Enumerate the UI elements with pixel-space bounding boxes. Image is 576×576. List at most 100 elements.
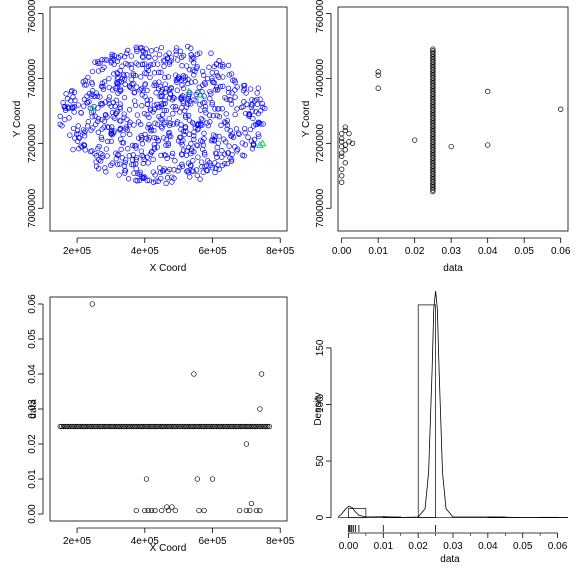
location-point [103, 169, 109, 175]
data-point [342, 147, 348, 153]
location-point [98, 158, 104, 164]
location-point [206, 160, 213, 166]
location-point [214, 72, 221, 79]
location-point [163, 86, 169, 92]
location-point [152, 80, 158, 86]
data-point [217, 423, 223, 430]
data-point [209, 476, 216, 482]
location-point [74, 127, 81, 134]
location-point [185, 43, 191, 50]
y-tick-label: 7000000 [315, 188, 326, 227]
data-point [243, 507, 250, 514]
location-point [118, 146, 124, 153]
location-point [162, 97, 168, 104]
data-point [257, 406, 263, 412]
data-point [430, 187, 436, 193]
data-point [230, 423, 237, 430]
location-point [106, 124, 112, 131]
location-point [185, 76, 191, 83]
location-point [170, 121, 176, 127]
location-point [201, 93, 207, 99]
location-point [146, 134, 153, 141]
location-point [168, 55, 175, 61]
data-point [74, 423, 80, 430]
location-point [150, 169, 156, 175]
location-point [153, 178, 159, 184]
location-point [116, 78, 122, 85]
data-point [83, 423, 89, 430]
location-point [172, 158, 178, 164]
location-point [229, 90, 235, 96]
data-point [253, 507, 260, 514]
location-point [204, 75, 211, 82]
panel-1-plot-box [49, 6, 288, 232]
location-point [154, 121, 161, 127]
location-point [181, 131, 187, 138]
location-point [144, 154, 150, 160]
location-point [121, 111, 127, 117]
location-point [163, 180, 169, 187]
data-point [243, 441, 250, 447]
location-point [128, 65, 135, 71]
location-point [95, 68, 102, 74]
y-tick-label: 0 [315, 514, 326, 520]
location-point [151, 82, 157, 89]
panel-3-ylabel: data [28, 399, 39, 419]
location-point [86, 99, 92, 105]
location-point [167, 120, 174, 126]
data-point [195, 423, 201, 430]
data-point [178, 423, 184, 430]
data-point [339, 173, 345, 179]
y-tick-label: 0.03 [27, 399, 38, 419]
location-point [83, 82, 89, 88]
location-point [191, 72, 197, 78]
panel-3-plot-box [49, 296, 288, 522]
location-point [115, 90, 121, 96]
location-point [140, 154, 147, 160]
location-point [167, 90, 173, 97]
location-point [218, 122, 224, 128]
location-point [162, 74, 168, 81]
data-point [148, 507, 155, 514]
location-point [239, 140, 245, 146]
location-point [158, 175, 164, 182]
location-point [216, 133, 222, 140]
data-point [264, 423, 271, 430]
y-tick-label: 150 [315, 339, 326, 356]
location-point [132, 89, 138, 95]
location-point [158, 69, 164, 76]
location-point [180, 93, 186, 99]
location-point [138, 148, 145, 154]
location-point [129, 161, 135, 168]
location-point [202, 107, 208, 113]
location-point [124, 116, 130, 123]
data-point [157, 423, 164, 430]
location-point [148, 48, 155, 54]
location-point [216, 106, 222, 112]
data-point [254, 423, 261, 430]
location-point [121, 76, 128, 83]
data-point [59, 423, 65, 430]
location-point [222, 94, 228, 101]
location-point [123, 60, 129, 67]
location-point [178, 139, 184, 145]
location-point [156, 51, 163, 58]
location-point [206, 112, 213, 118]
location-point [144, 87, 150, 94]
location-point [233, 126, 240, 132]
location-point [232, 94, 238, 100]
location-point [117, 126, 124, 132]
location-point [112, 85, 119, 91]
location-point [255, 110, 262, 117]
data-point [86, 423, 92, 430]
location-point [214, 154, 220, 160]
location-point [159, 89, 165, 95]
panel-1-ylabel: Y Coord [12, 101, 23, 138]
location-point [134, 84, 140, 90]
x-tick-label: 6e+05 [198, 536, 227, 547]
data-point [60, 423, 67, 430]
location-point [201, 80, 208, 86]
location-point [104, 114, 110, 120]
location-point [172, 104, 179, 110]
location-point [223, 139, 229, 145]
